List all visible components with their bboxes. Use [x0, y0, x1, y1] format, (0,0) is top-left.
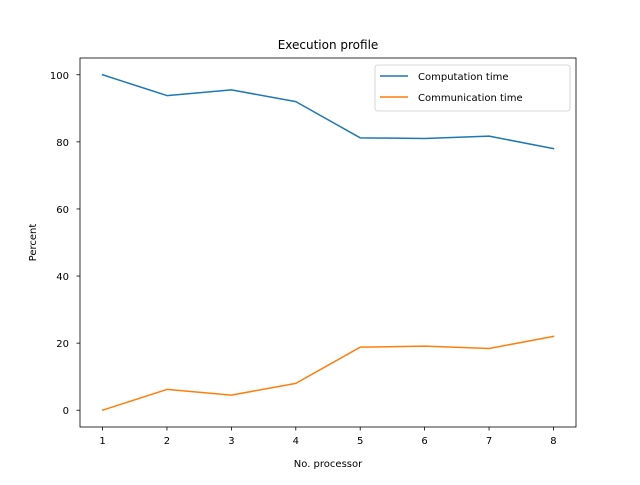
plot-frame: [79, 57, 577, 428]
legend-box: [374, 64, 571, 112]
x-tick-label: 4: [293, 436, 299, 447]
x-axis-label: No. processor: [294, 459, 363, 470]
y-axis: 0 20 40 60 80 100: [50, 71, 80, 417]
y-tick-label: 60: [56, 205, 69, 216]
series-layer: [101, 73, 555, 412]
x-tick-label: 2: [164, 436, 170, 447]
y-tick-label: 100: [50, 71, 69, 82]
series-line-communication-time: [101, 335, 555, 412]
x-tick-label: 7: [486, 436, 492, 447]
y-tick-label: 40: [56, 272, 69, 283]
x-axis: 1 2 3 4 5 6 7 8: [99, 427, 557, 447]
y-tick-label: 20: [56, 339, 69, 350]
y-tick-label: 80: [56, 138, 69, 149]
y-axis-label: Percent: [28, 224, 39, 262]
x-tick-label: 1: [99, 436, 105, 447]
chart-title: Execution profile: [278, 38, 379, 52]
x-tick-label: 8: [550, 436, 556, 447]
legend-label-communication-time: Communication time: [418, 93, 523, 104]
series-line-computation-time: [101, 73, 555, 150]
x-tick-label: 5: [357, 436, 363, 447]
legend-label-computation-time: Computation time: [418, 72, 509, 83]
x-tick-label: 3: [228, 436, 234, 447]
y-tick-label: 0: [63, 406, 69, 417]
legend: Computation time Communication time: [374, 64, 571, 112]
x-tick-label: 6: [421, 436, 427, 447]
